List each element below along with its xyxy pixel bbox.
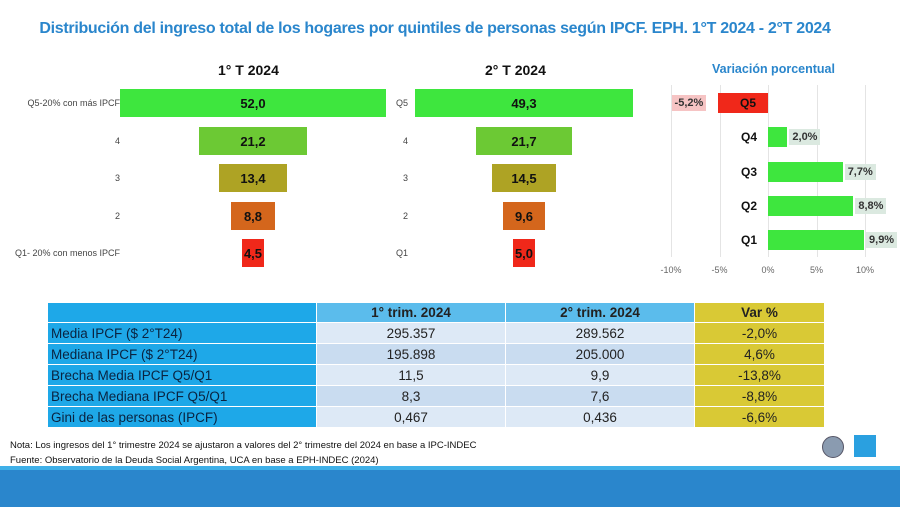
table-cell: 7,6	[505, 385, 695, 407]
table-cell: -8,8%	[694, 385, 825, 407]
category-label: Q1- 20% con menos IPCF	[14, 248, 120, 258]
category-label: 4	[114, 136, 120, 146]
data-label: 2,0%	[789, 129, 821, 145]
table-cell: 195.898	[316, 343, 506, 365]
table-cell: Brecha Media IPCF Q5/Q1	[47, 364, 317, 386]
table-cell: -2,0%	[694, 322, 825, 344]
category-label: Q5	[740, 96, 757, 110]
odsa-logo	[854, 435, 876, 457]
axis-tick-label: 0%	[761, 265, 775, 275]
bar: 8,8	[230, 202, 276, 230]
data-label: 49,3	[511, 95, 537, 111]
bar: 49,3	[415, 89, 633, 117]
data-label: 21,2	[240, 133, 266, 149]
axis-tick-label: 10%	[855, 265, 874, 275]
bar	[768, 127, 788, 147]
bar: 9,6	[502, 202, 546, 230]
category-label: 3	[114, 173, 120, 183]
note-text: Nota: Los ingresos del 1° trimestre 2024…	[10, 440, 477, 451]
gridline	[671, 85, 672, 257]
table-cell: Gini de las personas (IPCF)	[47, 406, 317, 428]
uca-logo	[822, 436, 844, 458]
header-cell: 2° trim. 2024	[505, 302, 695, 323]
table-header-row: 1° trim. 2024 2° trim. 2024 Var %	[47, 302, 825, 323]
table-cell: 289.562	[505, 322, 695, 344]
table-row: Media IPCF ($ 2°T24) 295.357 289.562 -2,0%	[47, 322, 825, 344]
category-label: Q2	[741, 199, 758, 213]
header-cell: Var %	[694, 302, 825, 323]
table-row: Brecha Media IPCF Q5/Q1 11,5 9,9 -13,8%	[47, 364, 825, 386]
data-label: 21,7	[511, 133, 537, 149]
axis-tick-label: -10%	[660, 265, 682, 275]
bar	[768, 162, 843, 182]
table-cell: 295.357	[316, 322, 506, 344]
bar: 14,5	[491, 164, 557, 192]
gridline	[719, 85, 721, 257]
category-label: Q5	[395, 98, 408, 108]
table-cell: 205.000	[505, 343, 695, 365]
chart-title: Variación porcentual	[712, 62, 835, 76]
bar: 21,7	[476, 127, 572, 155]
data-label: 7,7%	[844, 164, 876, 180]
data-label: 14,5	[511, 170, 537, 186]
bar	[768, 230, 865, 250]
category-label: Q4	[741, 130, 758, 144]
table-cell: 9,9	[505, 364, 695, 386]
bar	[768, 196, 854, 216]
data-label: -5,2%	[671, 95, 707, 111]
data-label: 52,0	[240, 95, 266, 111]
axis-tick-label: 5%	[809, 265, 823, 275]
data-label: 9,9%	[866, 232, 898, 248]
table-cell: -13,8%	[694, 364, 825, 386]
data-label: 9,6	[514, 208, 534, 224]
table-row: Gini de las personas (IPCF) 0,467 0,436 -6,…	[47, 406, 825, 428]
category-label: Q3	[741, 165, 758, 179]
chart-title: 1° T 2024	[218, 62, 279, 78]
category-label: Q5-20% con más IPCF	[27, 98, 120, 108]
table-row: Brecha Mediana IPCF Q5/Q1 8,3 7,6 -8,8%	[47, 385, 825, 407]
data-label: 8,8	[243, 208, 263, 224]
bar	[717, 93, 768, 113]
category-label: Q1	[741, 233, 758, 247]
header-cell	[47, 302, 317, 323]
footer-band	[0, 466, 900, 507]
data-label: 13,4	[240, 170, 266, 186]
summary-table: 1° trim. 2024 2° trim. 2024 Var % Media IPC…	[47, 302, 825, 428]
category-label: Q1	[395, 248, 408, 258]
category-label: 3	[402, 173, 408, 183]
category-label: 2	[114, 211, 120, 221]
data-label: 8,8%	[855, 198, 887, 214]
table-cell: -6,6%	[694, 406, 825, 428]
axis-tick-label: -5%	[711, 265, 728, 275]
table-cell: 4,6%	[694, 343, 825, 365]
table-cell: Mediana IPCF ($ 2°T24)	[47, 343, 317, 365]
table-cell: 8,3	[316, 385, 506, 407]
data-label: 5,0	[514, 245, 534, 261]
bar: 5,0	[512, 239, 536, 267]
bar: 52,0	[120, 89, 386, 117]
table-cell: 0,467	[316, 406, 506, 428]
table-row: Mediana IPCF ($ 2°T24) 195.898 205.000 4,6%	[47, 343, 825, 365]
page-title: Distribución del ingreso total de los ho…	[39, 20, 831, 37]
bar: 21,2	[198, 127, 308, 155]
bar: 13,4	[218, 164, 288, 192]
table-cell: Brecha Mediana IPCF Q5/Q1	[47, 385, 317, 407]
table-cell: Media IPCF ($ 2°T24)	[47, 322, 317, 344]
table-cell: 0,436	[505, 406, 695, 428]
bar: 4,5	[241, 239, 265, 267]
table-cell: 11,5	[316, 364, 506, 386]
header-cell: 1° trim. 2024	[316, 302, 506, 323]
data-label: 4,5	[243, 245, 263, 261]
category-label: 4	[402, 136, 408, 146]
chart-title: 2° T 2024	[485, 62, 546, 78]
category-label: 2	[402, 211, 408, 221]
source-text: Fuente: Observatorio de la Deuda Social …	[10, 455, 379, 466]
